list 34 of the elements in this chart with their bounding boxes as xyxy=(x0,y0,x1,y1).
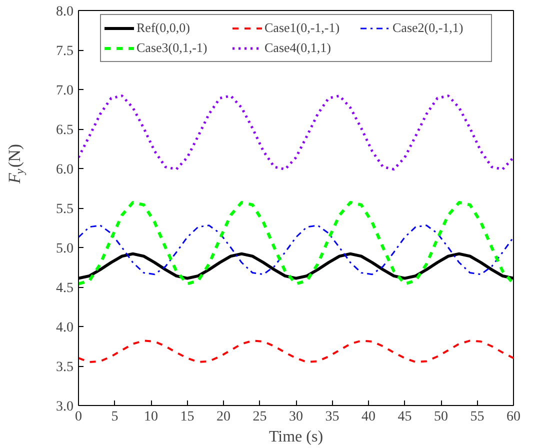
y-tick-label: 7.5 xyxy=(56,44,74,59)
y-tick-label: 8.0 xyxy=(56,4,74,20)
y-tick-label: 4.0 xyxy=(56,320,74,336)
legend-label: Case2(0,-1,1) xyxy=(392,20,464,36)
y-tick-label: 3.0 xyxy=(56,400,74,414)
y-tick-label: 3.5 xyxy=(56,360,74,375)
x-tick-label: 0 xyxy=(75,410,82,424)
x-tick-label: 20 xyxy=(216,410,230,424)
legend-label: Ref(0,0,0) xyxy=(136,20,191,36)
line-series xyxy=(78,340,514,364)
legend-label: Case3(0,1,-1) xyxy=(136,40,208,56)
x-axis-title: Time (s) xyxy=(268,428,324,446)
x-tick-label: 50 xyxy=(434,410,448,424)
x-tick-label: 25 xyxy=(252,410,267,424)
x-tick-label: 40 xyxy=(362,410,376,424)
legend-label: Case1(0,-1,-1) xyxy=(264,20,341,36)
y-tick-label: 4.5 xyxy=(56,281,74,296)
line-series xyxy=(78,224,514,276)
y-tick-label: 6.5 xyxy=(56,123,74,138)
x-tick-label: 10 xyxy=(144,410,158,424)
x-tick-label: 30 xyxy=(289,410,303,424)
y-tick-label: 5.5 xyxy=(56,202,74,217)
line-series xyxy=(78,94,514,171)
x-tick-label: 15 xyxy=(180,410,194,424)
y-tick-label: 6.0 xyxy=(56,162,74,178)
x-tick-label: 45 xyxy=(398,410,412,424)
x-tick-label: 5 xyxy=(111,410,118,424)
x-tick-label: 35 xyxy=(325,410,340,424)
legend-label: Case4(0,1,1) xyxy=(264,40,332,56)
x-tick-label: 60 xyxy=(506,410,520,424)
y-tick-label: 7.0 xyxy=(56,84,74,98)
x-tick-label: 55 xyxy=(470,410,484,424)
line-series xyxy=(78,200,514,286)
y-tick-label: 5.0 xyxy=(56,242,74,256)
